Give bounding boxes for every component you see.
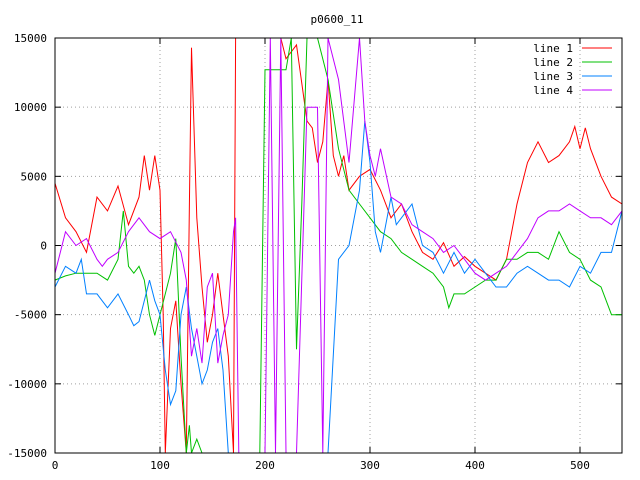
legend-label-4: line 4	[533, 84, 573, 97]
y-tick-label: 5000	[21, 170, 48, 183]
legend-label-1: line 1	[533, 42, 573, 55]
axis-ticks: 0 100 200 300 400 500 -15000 -10000 -5000 0 5000 10…	[7, 32, 622, 472]
series-line-2	[55, 38, 622, 453]
y-tick-label: 15000	[14, 32, 47, 45]
x-tick-label: 400	[465, 459, 485, 472]
plot-frame	[54, 37, 623, 454]
chart-title: p0600_11	[311, 13, 364, 26]
series-layer	[55, 38, 622, 453]
series-line-4	[55, 38, 622, 453]
legend-label-2: line 2	[533, 56, 573, 69]
x-tick-label: 200	[255, 459, 275, 472]
x-tick-label: 0	[52, 459, 59, 472]
y-tick-label: -10000	[7, 378, 47, 391]
legend-label-3: line 3	[533, 70, 573, 83]
y-tick-label: -5000	[14, 309, 47, 322]
series-line-3	[55, 120, 622, 453]
y-tick-label: 10000	[14, 101, 47, 114]
x-tick-label: 300	[360, 459, 380, 472]
x-tick-label: 100	[150, 459, 170, 472]
y-tick-label: -15000	[7, 447, 47, 460]
grid	[54, 37, 622, 454]
y-tick-label: 0	[40, 240, 47, 253]
series-line-1	[55, 38, 622, 453]
x-tick-label: 500	[570, 459, 590, 472]
